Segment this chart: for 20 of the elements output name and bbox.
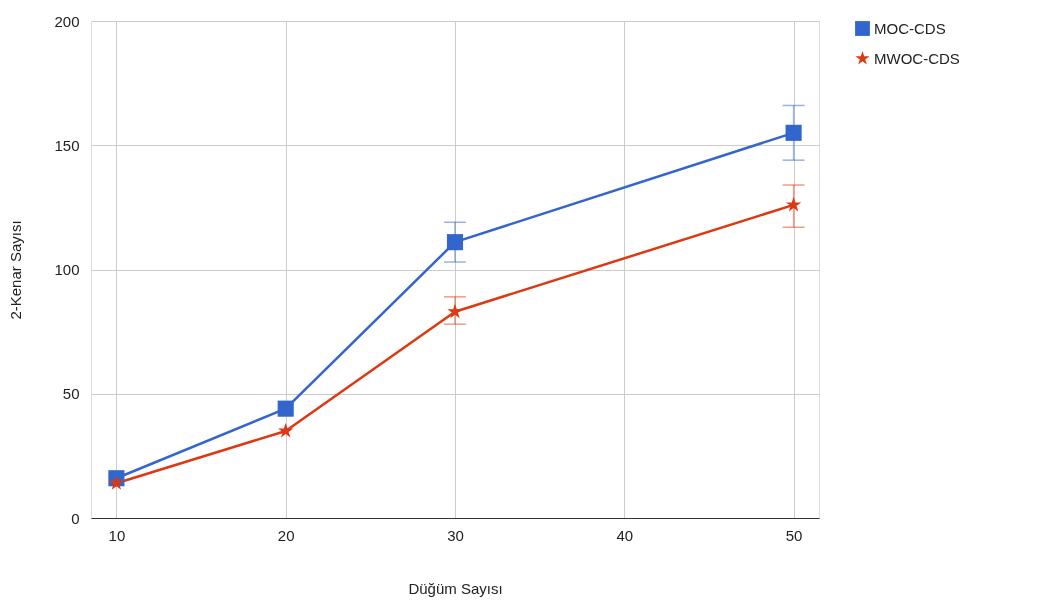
y-tick-label: 0: [71, 509, 80, 527]
y-tick-label: 100: [54, 261, 80, 278]
x-axis-title: Düğüm Sayısı: [408, 579, 503, 597]
point: [785, 196, 802, 212]
y-tick-label: 50: [62, 385, 80, 403]
legend-label: MWOC-CDS: [874, 49, 960, 67]
x-tick-label: 50: [785, 526, 803, 544]
point: [277, 400, 294, 417]
legend-label: MOC-CDS: [874, 19, 946, 37]
x-tick-label: 40: [616, 526, 634, 544]
point: [446, 234, 464, 251]
point: [278, 422, 294, 438]
y-tick-label: 200: [54, 12, 80, 30]
point: [108, 475, 125, 490]
y-axis-title: 2-Kenar Sayısı: [7, 220, 25, 320]
x-tick-label: 30: [447, 526, 464, 544]
y-tick-label: 150: [54, 136, 80, 154]
x-tick-label: 20: [277, 526, 295, 544]
x-tick-label: 10: [108, 526, 126, 544]
point: [785, 124, 802, 141]
